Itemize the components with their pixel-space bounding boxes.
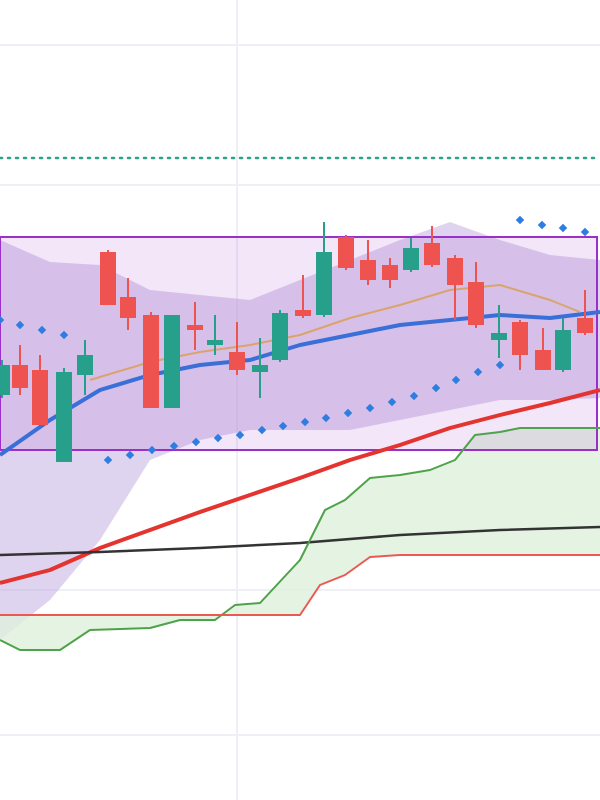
sar-dot	[213, 433, 223, 443]
candle-body	[295, 310, 311, 316]
candle-body	[491, 333, 507, 340]
candle-body	[468, 282, 484, 325]
sar-dot	[558, 223, 568, 233]
candle-body	[424, 243, 440, 265]
sar-dot	[278, 421, 288, 431]
candle-body	[143, 315, 159, 408]
candle-body	[338, 237, 354, 268]
sar-dot	[451, 375, 461, 385]
cloud-area	[0, 428, 600, 650]
sar-dot	[169, 441, 179, 451]
indicator-line	[0, 525, 600, 557]
sar-dot	[409, 391, 419, 401]
candle-body	[187, 325, 203, 330]
indicator-line	[0, 388, 600, 585]
sar-dot	[365, 403, 375, 413]
candle-body	[32, 370, 48, 425]
indicator-line	[89, 284, 581, 381]
sar-dot	[37, 325, 47, 335]
candle-body	[229, 352, 245, 370]
candle-body	[56, 372, 72, 462]
sar-dot	[515, 215, 525, 225]
candle-body	[447, 258, 463, 285]
candle-body	[272, 313, 288, 360]
sar-dot	[257, 425, 267, 435]
candle-body	[555, 330, 571, 370]
candle-body	[207, 340, 223, 345]
sar-dot	[191, 437, 201, 447]
indicator-line	[0, 554, 600, 616]
sar-dot	[0, 315, 5, 325]
candle-body	[535, 350, 551, 370]
candle-body	[77, 355, 93, 375]
indicator-line	[0, 427, 600, 651]
sar-dot	[300, 417, 310, 427]
candle-body	[120, 297, 136, 318]
candle-body	[12, 365, 28, 388]
candle-body	[382, 265, 398, 280]
sar-dot	[343, 408, 353, 418]
sar-dot	[580, 227, 590, 237]
sar-dot	[321, 413, 331, 423]
sar-dot	[103, 455, 113, 465]
candle-body	[360, 260, 376, 280]
sar-dot	[473, 367, 483, 377]
sar-dot	[147, 445, 157, 455]
candle-body	[316, 252, 332, 315]
candle-body	[577, 318, 593, 333]
sar-dot	[15, 320, 25, 330]
candle-body	[164, 315, 180, 408]
sar-dot	[59, 330, 69, 340]
candle-body	[100, 252, 116, 305]
sar-dot	[537, 220, 547, 230]
sar-dot	[495, 360, 505, 370]
candle-body	[0, 365, 10, 395]
sar-dot	[431, 383, 441, 393]
sar-dot	[235, 430, 245, 440]
sar-dot	[387, 397, 397, 407]
candle-body	[252, 365, 268, 372]
candle-body	[512, 322, 528, 355]
candle-body	[403, 248, 419, 270]
sar-dot	[125, 450, 135, 460]
